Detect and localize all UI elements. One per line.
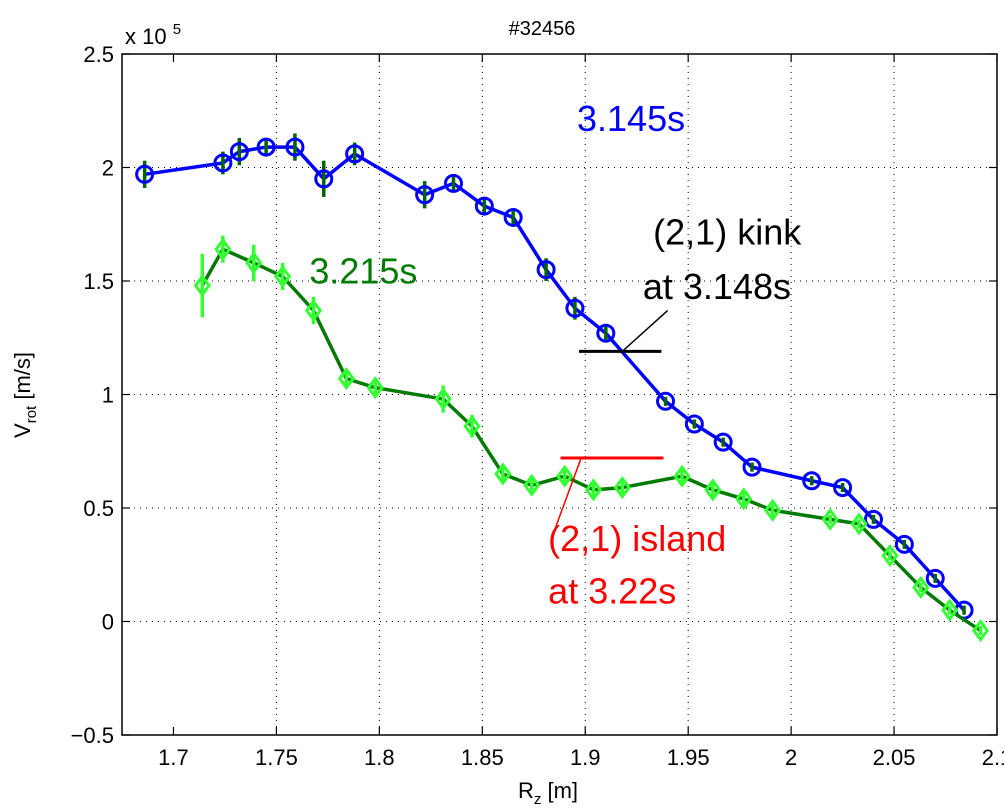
data-point — [802, 471, 822, 491]
data-point — [213, 153, 233, 173]
data-point — [443, 173, 463, 193]
annotation-label: (2,1) kink — [653, 212, 802, 253]
x-axis-label-sub: z — [534, 791, 542, 808]
annotation-layer: 3.145s 3.215s (2,1) kink at 3.148s (2,1) isl… — [309, 98, 802, 611]
y-tick-label: 0 — [102, 610, 114, 635]
data-point — [704, 478, 722, 502]
data-point — [494, 462, 512, 486]
data-point — [713, 432, 733, 452]
x-axis-label: Rz [m] — [518, 778, 578, 808]
data-point — [536, 260, 556, 280]
x-tick-label: 1.7 — [158, 745, 189, 770]
plot-area — [122, 54, 997, 735]
series-layer — [135, 133, 990, 643]
x-tick-label: 2 — [785, 745, 797, 770]
data-point — [584, 478, 603, 502]
annotation-label: at 3.22s — [548, 570, 676, 611]
data-point — [463, 414, 481, 438]
data-point — [596, 323, 616, 343]
x-tick-label: 1.85 — [461, 745, 504, 770]
y-axis-label-main: V — [10, 423, 35, 438]
data-point — [415, 185, 435, 205]
data-point — [434, 387, 452, 411]
data-point — [735, 487, 753, 511]
data-point — [684, 414, 704, 434]
y-multiplier: x 10 5 — [125, 21, 181, 49]
annotation-label: (2,1) island — [548, 518, 726, 559]
annotation-label: at 3.148s — [643, 266, 791, 307]
x-tick-label: 2.05 — [873, 745, 916, 770]
data-point — [474, 196, 494, 216]
x-axis-label-unit: [m] — [541, 778, 578, 803]
y-multiplier-prefix: x 10 — [125, 24, 167, 49]
island-line-pointer — [553, 457, 582, 531]
series-1 — [193, 235, 990, 643]
data-point — [881, 544, 899, 568]
data-point — [673, 464, 691, 488]
data-point — [971, 619, 990, 643]
y-axis-label: Vrot [m/s] — [10, 352, 40, 438]
kink-line-pointer — [621, 309, 669, 352]
data-point — [256, 137, 276, 157]
ticks: 1.7 1.75 1.8 1.85 1.9 1.95 2 2.05 2.1 −0.5 0 0.5 1 1.… — [71, 42, 1004, 770]
y-tick-label: −0.5 — [71, 723, 114, 748]
data-point — [894, 534, 914, 554]
data-point — [304, 299, 323, 323]
series-line — [200, 247, 982, 633]
data-point — [285, 137, 305, 157]
data-point — [821, 507, 839, 531]
data-point — [337, 367, 356, 391]
data-point — [850, 512, 868, 536]
y-tick-label: 2.5 — [83, 42, 114, 67]
data-point — [613, 476, 631, 500]
data-point — [925, 568, 945, 588]
y-tick-label: 2 — [102, 156, 114, 181]
data-point — [912, 575, 930, 599]
data-point — [763, 498, 782, 522]
data-point — [656, 391, 676, 411]
x-tick-label: 1.75 — [255, 745, 298, 770]
data-point — [565, 298, 585, 318]
data-point — [345, 144, 365, 164]
annotation-label: 3.145s — [577, 98, 685, 139]
x-axis-label-main: R — [518, 778, 534, 803]
x-tick-label: 2.1 — [982, 745, 1004, 770]
y-axis-label-sub: rot — [23, 405, 40, 423]
x-tick-label: 1.95 — [667, 745, 710, 770]
annotation-label: 3.215s — [309, 250, 417, 291]
x-tick-label: 1.9 — [570, 745, 601, 770]
data-point — [833, 478, 853, 498]
data-point — [273, 264, 292, 288]
data-point — [229, 142, 249, 162]
data-point — [503, 207, 523, 227]
series-0 — [135, 133, 974, 620]
x-tick-label: 1.8 — [364, 745, 395, 770]
data-point — [863, 509, 883, 529]
chart-title: #32456 — [509, 18, 576, 40]
data-point — [941, 598, 959, 622]
y-tick-label: 0.5 — [83, 496, 114, 521]
data-point — [314, 169, 334, 189]
y-axis-label-unit: [m/s] — [10, 352, 35, 406]
y-multiplier-exponent: 5 — [173, 21, 181, 38]
y-tick-label: 1 — [102, 383, 114, 408]
y-tick-label: 1.5 — [83, 269, 114, 294]
data-point — [366, 376, 384, 400]
data-point — [193, 274, 211, 298]
data-point — [135, 164, 155, 184]
data-point — [523, 473, 541, 497]
data-point — [742, 457, 762, 477]
data-point — [556, 464, 574, 488]
data-point — [245, 251, 263, 275]
data-point — [214, 237, 232, 261]
